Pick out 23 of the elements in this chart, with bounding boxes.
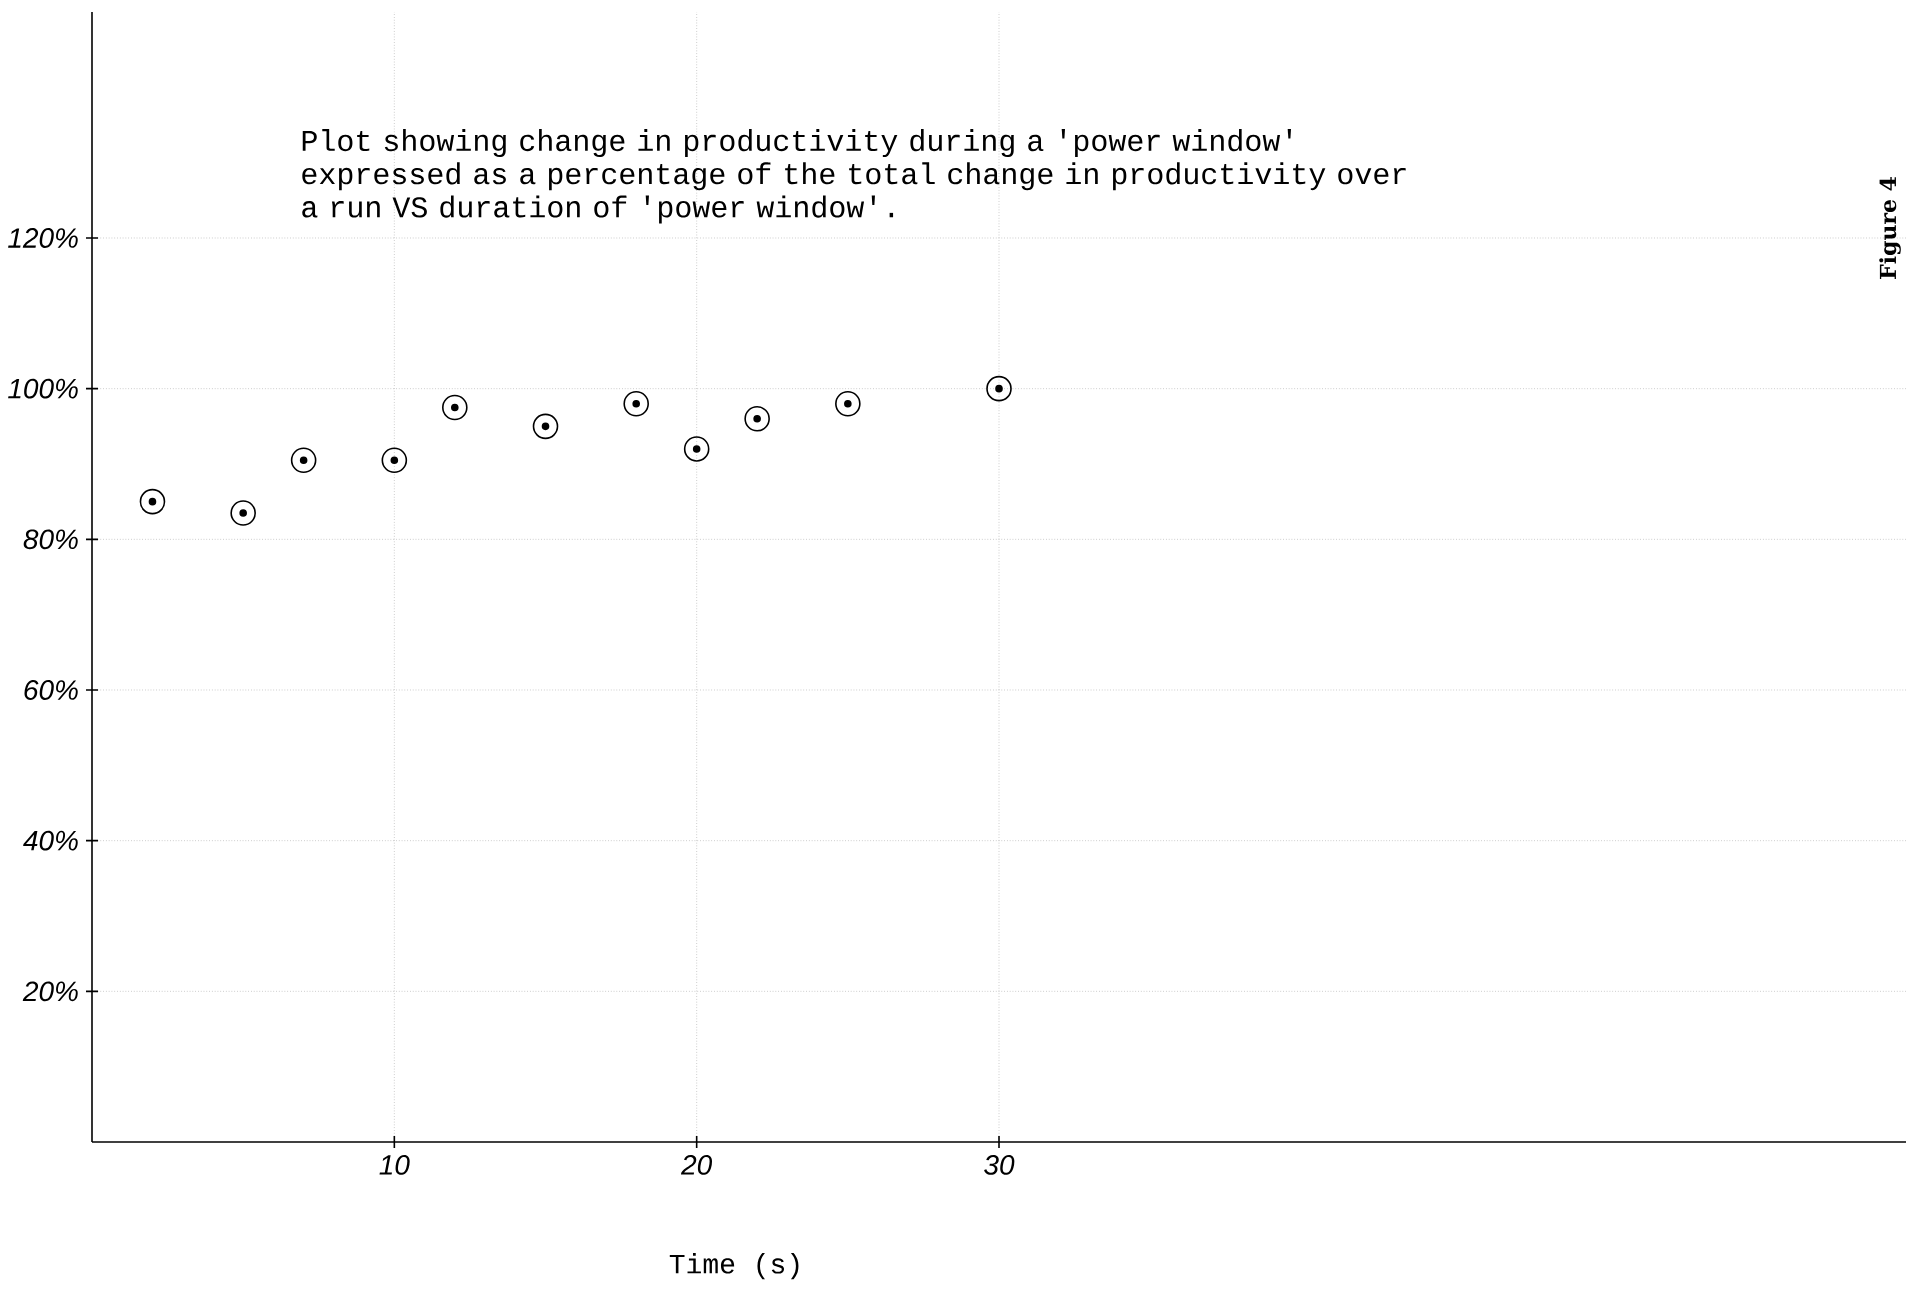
annotation: Figure 4 (1879, 176, 1901, 279)
point (290, 447, 317, 474)
point (381, 447, 408, 474)
point (986, 375, 1012, 402)
y-tick-label: 120% (8, 228, 78, 248)
x-tick-label: 10 (379, 1155, 410, 1175)
y-tick-label: 20% (22, 981, 78, 1002)
point (744, 406, 770, 432)
x-tick-label: 30 (984, 1155, 1015, 1175)
x-tick-label: 20 (680, 1155, 713, 1175)
text: Plot showing change in productivity during a 'power window' expressed as a percentage of the total change in productivity over a run VS duration of 'power window'. (302, 129, 1406, 224)
point (230, 500, 256, 526)
point (442, 394, 468, 421)
y-tick-label: 40% (23, 830, 78, 851)
point (532, 413, 559, 440)
point (623, 390, 649, 417)
point (835, 390, 861, 417)
point (683, 436, 710, 462)
x-axis-title: Time (s) (669, 1253, 799, 1280)
point (139, 488, 166, 515)
y-tick-label: 100% (8, 378, 78, 399)
y-tick-label: 80% (23, 529, 78, 550)
y-tick-label: 60% (24, 680, 78, 700)
